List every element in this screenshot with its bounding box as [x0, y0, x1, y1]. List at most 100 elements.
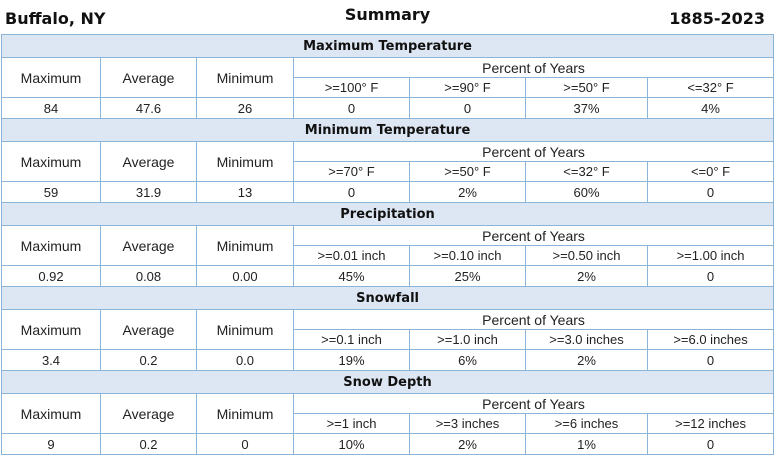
threshold-label: >=0.1 inch — [293, 329, 410, 350]
min-value: 0.0 — [196, 349, 294, 371]
average-header: Average — [100, 225, 197, 266]
threshold-row: >=1 inch >=3 inches >=6 inches >=12 inches — [2, 413, 775, 434]
percent-value: 19% — [293, 349, 410, 371]
maximum-header: Maximum — [1, 309, 101, 350]
minimum-header: Minimum — [196, 225, 294, 266]
minimum-header: Minimum — [196, 309, 294, 350]
threshold-label: >=50° F — [525, 77, 648, 98]
threshold-label: >=1.0 inch — [409, 329, 526, 350]
percent-value: 0 — [409, 97, 526, 119]
threshold-label: >=0.50 inch — [525, 245, 648, 266]
threshold-label: >=100° F — [293, 77, 410, 98]
avg-value: 47.6 — [100, 97, 197, 119]
average-header: Average — [100, 309, 197, 350]
section-header-row: Snow Depth — [0, 370, 775, 394]
avg-value: 0.2 — [100, 349, 197, 371]
threshold-label: <=32° F — [525, 161, 648, 182]
section-header-row: Maximum Temperature — [0, 34, 775, 58]
column-header-row: Maximum Average Minimum Percent of Years — [1, 309, 775, 350]
min-value: 26 — [196, 97, 294, 119]
percent-value: 0 — [646, 265, 775, 287]
percent-value: 10% — [293, 433, 410, 455]
percent-value: 0 — [646, 349, 775, 371]
value-row: 84 47.6 26 0 0 37% 4% — [1, 97, 775, 119]
minimum-header: Minimum — [196, 141, 294, 182]
threshold-label: >=1.00 inch — [646, 245, 775, 266]
page-header: Buffalo, NY Summary 1885-2023 — [0, 0, 775, 34]
avg-value: 31.9 — [100, 181, 197, 203]
section-header-row: Minimum Temperature — [0, 118, 775, 142]
average-header: Average — [100, 57, 197, 98]
minimum-header: Minimum — [196, 57, 294, 98]
column-header-row: Maximum Average Minimum Percent of Years — [1, 141, 775, 182]
percent-value: 0 — [646, 181, 775, 203]
threshold-label: >=90° F — [409, 77, 526, 98]
avg-value: 0.2 — [100, 433, 197, 455]
maximum-header: Maximum — [1, 57, 101, 98]
avg-value: 0.08 — [100, 265, 197, 287]
threshold-label: >=3 inches — [409, 413, 526, 434]
section-title: Snow Depth — [0, 370, 775, 394]
min-value: 0 — [196, 433, 294, 455]
location-label: Buffalo, NY — [5, 9, 106, 28]
percent-value: 2% — [409, 433, 526, 455]
percent-value: 4% — [646, 97, 775, 119]
section-title: Minimum Temperature — [0, 118, 775, 142]
percent-of-years-header: Percent of Years — [292, 225, 775, 246]
section-header-row: Snowfall — [0, 286, 775, 310]
value-row: 9 0.2 0 10% 2% 1% 0 — [1, 433, 775, 455]
percent-value: 0 — [646, 433, 775, 455]
max-value: 0.92 — [1, 265, 101, 287]
percent-value: 2% — [409, 181, 526, 203]
threshold-label: >=6 inches — [525, 413, 648, 434]
threshold-row: >=0.01 inch >=0.10 inch >=0.50 inch >=1.00 … — [2, 245, 775, 266]
percent-of-years-header: Percent of Years — [292, 57, 775, 78]
threshold-label: <=32° F — [646, 77, 775, 98]
percent-value: 25% — [409, 265, 526, 287]
percent-value: 0 — [293, 97, 410, 119]
summary-table: Maximum Temperature Maximum Average Minimum… — [0, 34, 775, 455]
percent-value: 37% — [525, 97, 648, 119]
value-row: 3.4 0.2 0.0 19% 6% 2% 0 — [1, 349, 775, 371]
average-header: Average — [100, 393, 197, 434]
threshold-label: >=70° F — [293, 161, 410, 182]
maximum-header: Maximum — [1, 225, 101, 266]
average-header: Average — [100, 141, 197, 182]
threshold-row: >=100° F >=90° F >=50° F <=32° F — [2, 77, 775, 98]
threshold-label: >=0.01 inch — [293, 245, 410, 266]
threshold-label: >=12 inches — [646, 413, 775, 434]
threshold-label: >=0.10 inch — [409, 245, 526, 266]
max-value: 9 — [1, 433, 101, 455]
threshold-label: >=6.0 inches — [646, 329, 775, 350]
value-row: 0.92 0.08 0.00 45% 25% 2% 0 — [1, 265, 775, 287]
threshold-label: >=1 inch — [293, 413, 410, 434]
page-title: Summary — [344, 5, 431, 24]
section-header-row: Precipitation — [0, 202, 775, 226]
section-title: Maximum Temperature — [0, 34, 775, 58]
min-value: 13 — [196, 181, 294, 203]
minimum-header: Minimum — [196, 393, 294, 434]
percent-of-years-header: Percent of Years — [292, 393, 775, 414]
value-row: 59 31.9 13 0 2% 60% 0 — [1, 181, 775, 203]
max-value: 84 — [1, 97, 101, 119]
percent-value: 1% — [525, 433, 648, 455]
percent-value: 0 — [293, 181, 410, 203]
column-header-row: Maximum Average Minimum Percent of Years — [1, 57, 775, 98]
max-value: 59 — [1, 181, 101, 203]
percent-value: 2% — [525, 349, 648, 371]
threshold-row: >=0.1 inch >=1.0 inch >=3.0 inches >=6.0 in… — [2, 329, 775, 350]
percent-value: 6% — [409, 349, 526, 371]
threshold-label: <=0° F — [646, 161, 775, 182]
percent-value: 60% — [525, 181, 648, 203]
percent-value: 45% — [293, 265, 410, 287]
maximum-header: Maximum — [1, 141, 101, 182]
maximum-header: Maximum — [1, 393, 101, 434]
threshold-label: >=50° F — [409, 161, 526, 182]
max-value: 3.4 — [1, 349, 101, 371]
min-value: 0.00 — [196, 265, 294, 287]
section-title: Snowfall — [0, 286, 775, 310]
threshold-label: >=3.0 inches — [525, 329, 648, 350]
column-header-row: Maximum Average Minimum Percent of Years — [1, 225, 775, 266]
percent-value: 2% — [525, 265, 648, 287]
section-title: Precipitation — [0, 202, 775, 226]
